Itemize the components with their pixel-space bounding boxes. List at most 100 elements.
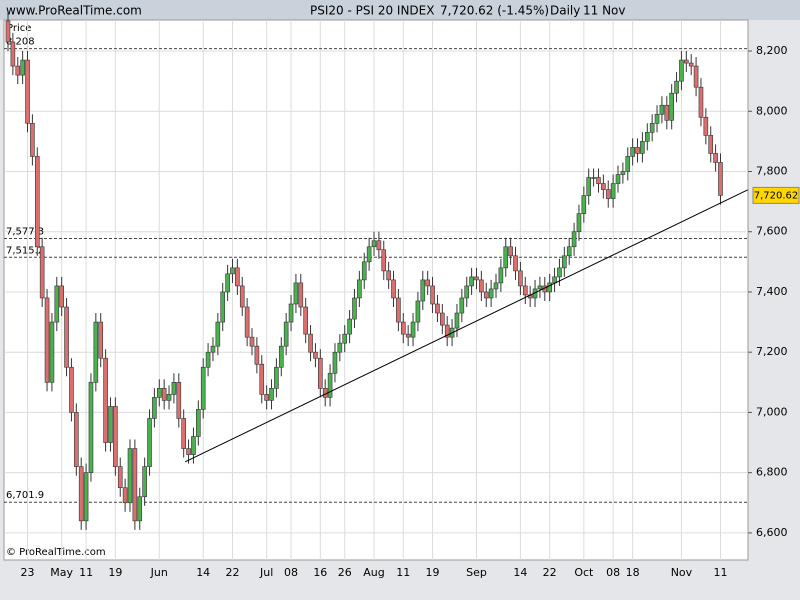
copyright: © ProRealTime.com xyxy=(6,547,106,558)
reference-label: 6,701.9 xyxy=(6,490,44,501)
candle-body xyxy=(630,147,635,157)
candle-body xyxy=(508,246,513,257)
candle-body xyxy=(171,382,177,395)
candle-body xyxy=(39,246,45,299)
candle-body xyxy=(669,92,674,121)
candle-body xyxy=(522,285,528,296)
candle-body xyxy=(474,276,479,281)
candle-body xyxy=(186,448,191,455)
candle-body xyxy=(410,321,416,338)
candle-body xyxy=(688,62,694,67)
candle-body xyxy=(479,279,484,293)
candle-body xyxy=(444,324,450,338)
candle-body xyxy=(435,303,440,314)
candle-body xyxy=(225,273,230,293)
candle-body xyxy=(659,104,665,115)
candle-body xyxy=(15,65,21,76)
candle-body xyxy=(142,466,147,498)
x-tick-label: 08 xyxy=(606,566,620,579)
candle-body xyxy=(327,372,333,398)
reference-label: 8,208 xyxy=(6,37,35,48)
x-tick-label: Jun xyxy=(150,566,168,579)
candle-body xyxy=(615,174,621,184)
candle-body xyxy=(352,297,357,320)
candle-body xyxy=(34,156,40,248)
reference-label: 7,515.2 xyxy=(6,245,44,256)
candle-body xyxy=(566,246,572,257)
candle-body xyxy=(235,267,240,287)
chart-title: PSI20 - PSI 20 INDEX xyxy=(310,4,434,18)
candle-body xyxy=(152,397,157,419)
candle-body xyxy=(264,394,269,401)
candle-body xyxy=(664,104,670,121)
candle-body xyxy=(64,306,69,368)
y-tick-label: 6,800 xyxy=(756,466,788,479)
last-price-label: 7,720.62 xyxy=(754,190,799,201)
candle-body xyxy=(586,177,592,196)
candle-body xyxy=(122,487,128,504)
y-tick-label: 7,200 xyxy=(756,345,788,358)
candle-body xyxy=(156,388,162,398)
candle-body xyxy=(347,318,352,335)
x-tick-label: 22 xyxy=(225,566,239,579)
candle-body xyxy=(679,59,684,82)
candle-body xyxy=(93,321,99,383)
candle-body xyxy=(313,351,318,359)
candle-body xyxy=(591,177,596,179)
period: Daily xyxy=(550,4,580,18)
candle-body xyxy=(376,240,382,251)
candle-body xyxy=(337,342,343,353)
x-tick-label: 18 xyxy=(626,566,640,579)
candle-body xyxy=(459,297,465,314)
candle-body xyxy=(215,321,221,347)
candle-body xyxy=(293,282,299,305)
candle-body xyxy=(503,246,509,269)
candle-body xyxy=(552,276,557,284)
candle-body xyxy=(386,270,391,281)
candle-body xyxy=(610,183,616,199)
candle-body xyxy=(249,336,255,347)
candle-body xyxy=(469,276,474,287)
candle-body xyxy=(147,418,152,467)
candle-body xyxy=(191,436,196,455)
candle-body xyxy=(430,285,435,305)
candle-body xyxy=(557,267,562,278)
candle-body xyxy=(283,321,289,347)
candle-body xyxy=(483,291,489,299)
candle-body xyxy=(391,279,396,299)
candle-body xyxy=(644,132,650,142)
candle-body xyxy=(488,288,494,299)
candle-body xyxy=(54,285,60,323)
y-tick-label: 8,000 xyxy=(756,104,788,117)
candle-body xyxy=(425,279,430,287)
candle-body xyxy=(708,135,714,154)
trendline xyxy=(184,189,749,463)
candle-body xyxy=(400,321,406,335)
candle-body xyxy=(518,270,523,287)
candle-body xyxy=(601,183,606,190)
candle-body xyxy=(166,394,172,401)
candle-body xyxy=(88,382,94,473)
candle-body xyxy=(30,123,35,157)
candle-body xyxy=(274,366,279,389)
candle-body xyxy=(244,306,250,338)
candle-body xyxy=(640,141,645,154)
x-tick-label: Oct xyxy=(574,566,594,579)
candle-body xyxy=(332,351,338,374)
x-tick-label: 19 xyxy=(108,566,122,579)
candle-body xyxy=(20,59,25,76)
candle-body xyxy=(49,321,55,383)
candle-body xyxy=(693,65,699,88)
candle-body xyxy=(69,366,74,413)
candle-body xyxy=(127,448,133,504)
candle-body xyxy=(562,255,567,269)
candle-body xyxy=(547,282,552,293)
candle-body xyxy=(405,333,411,338)
candle-body xyxy=(596,177,601,184)
candle-body xyxy=(200,366,206,410)
candle-body xyxy=(581,195,587,214)
y-label: Price xyxy=(7,23,31,34)
candle-body xyxy=(322,388,328,398)
candle-body xyxy=(220,291,226,323)
